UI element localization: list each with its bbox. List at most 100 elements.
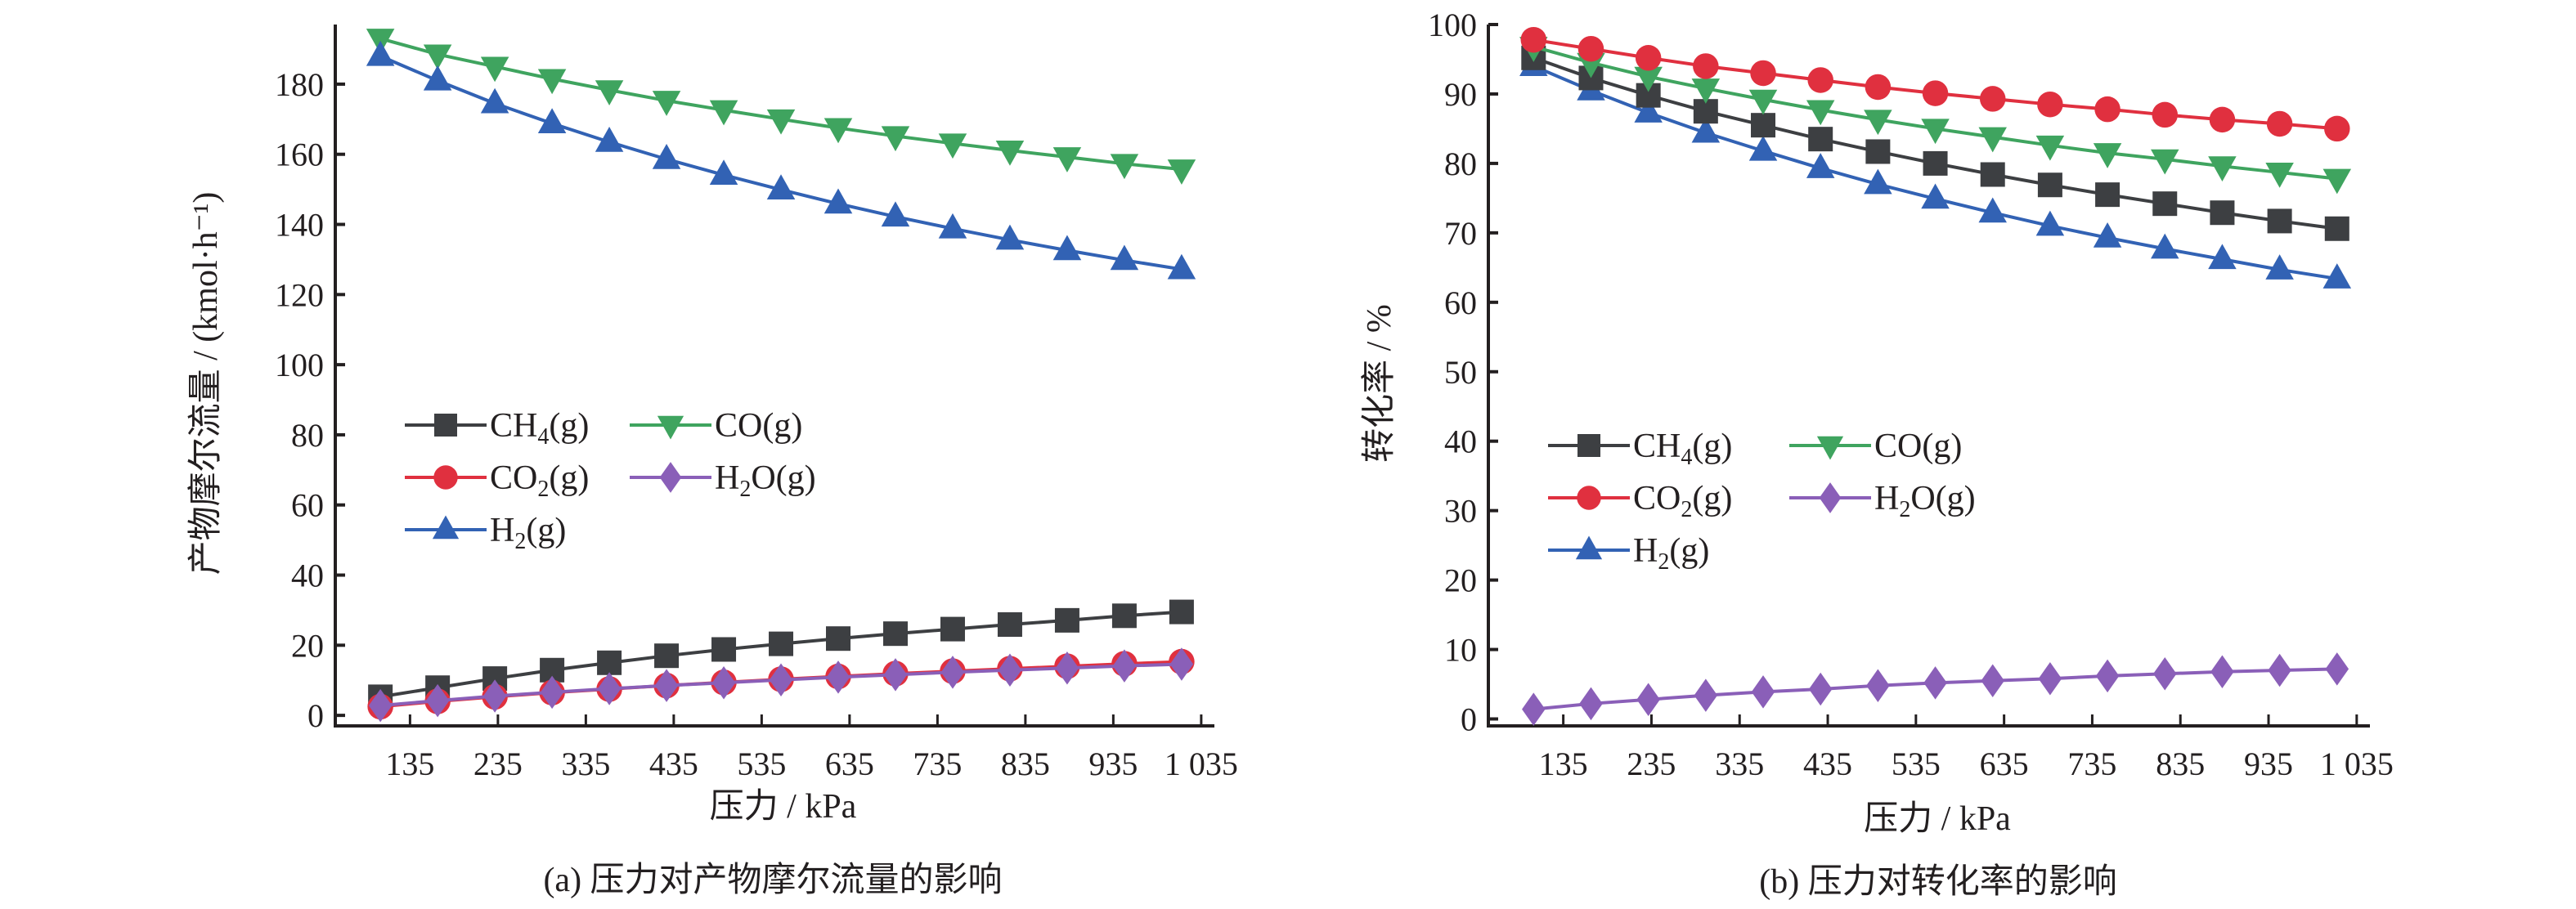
data-point — [2152, 191, 2178, 217]
data-point — [368, 688, 393, 723]
legend-item: H2(g) — [405, 512, 566, 554]
data-point — [883, 658, 908, 692]
data-point — [1978, 127, 2007, 153]
data-point — [480, 87, 509, 114]
x-tick-label: 435 — [649, 746, 698, 782]
data-point — [1111, 603, 1137, 629]
data-point — [1865, 74, 1892, 101]
data-point — [423, 65, 452, 91]
data-point — [1921, 119, 1950, 145]
y-tick-label: 100 — [1428, 7, 1477, 43]
legend-item: H2O(g) — [1789, 480, 1976, 522]
legend-label: CO2(g) — [1633, 480, 1732, 522]
series-h2og — [1522, 652, 2349, 726]
data-point — [2035, 135, 2065, 161]
data-point — [826, 660, 850, 694]
x-tick-label: 735 — [2067, 746, 2116, 782]
data-point — [2038, 661, 2062, 696]
data-point — [824, 188, 853, 214]
data-point — [998, 653, 1022, 687]
data-point — [1978, 197, 2007, 223]
y-tick-label: 60 — [1444, 284, 1477, 321]
data-point — [2037, 172, 2062, 198]
x-tick-label: 535 — [1892, 746, 1941, 782]
y-tick-label: 80 — [291, 417, 324, 454]
x-tick-label: 835 — [2156, 746, 2205, 782]
x-tick-label: 235 — [1627, 746, 1676, 782]
x-axis-title: 压力 / kPa — [710, 788, 857, 826]
x-tick-label: 835 — [1001, 746, 1050, 782]
data-point — [766, 109, 796, 135]
data-point — [2095, 182, 2120, 208]
data-point — [1052, 147, 1082, 172]
data-point — [2322, 168, 2352, 195]
data-point — [1110, 154, 1139, 180]
data-point — [997, 612, 1022, 638]
data-point — [995, 141, 1025, 166]
data-point — [540, 675, 564, 710]
y-tick-label: 40 — [291, 557, 324, 594]
data-point — [940, 616, 965, 642]
data-point — [1748, 135, 1778, 161]
x-tick-label: 535 — [737, 746, 786, 782]
data-point — [2093, 222, 2122, 248]
y-tick-label: 100 — [275, 347, 324, 383]
chart-b-conversion: 0 10 20 30 40 50 60 70 80 90 100 135 235 335 435 535 635… — [1360, 7, 2394, 901]
data-point — [480, 56, 509, 83]
data-point — [537, 69, 567, 95]
data-point — [766, 174, 796, 200]
data-point — [2093, 143, 2122, 168]
data-point — [482, 679, 507, 713]
legend-label: CO(g) — [715, 407, 802, 445]
data-point — [2210, 655, 2234, 688]
legend-item: CH4(g) — [1548, 428, 1732, 470]
data-point — [425, 683, 450, 718]
data-point — [1923, 666, 1947, 700]
x-tick-label: 235 — [473, 746, 523, 782]
data-point — [1748, 89, 1778, 115]
legend-marker-icon — [432, 515, 460, 540]
data-point — [1750, 60, 1776, 87]
x-tick-label: 635 — [825, 746, 874, 782]
data-point — [940, 656, 965, 689]
legend-item: CO(g) — [1789, 428, 1962, 465]
data-point — [1693, 53, 1719, 79]
data-point — [882, 621, 908, 647]
data-point — [652, 143, 681, 169]
data-point — [2208, 156, 2237, 182]
figure-caption: (b) 压力对转化率的影响 — [1759, 862, 2116, 901]
data-point — [1169, 647, 1194, 681]
data-point — [1052, 235, 1082, 261]
data-point — [1808, 672, 1833, 706]
legend-marker-icon — [657, 415, 684, 440]
data-point — [1169, 599, 1194, 625]
data-point — [2324, 115, 2350, 142]
data-point — [2094, 96, 2120, 123]
data-point — [709, 100, 738, 126]
data-point — [2265, 162, 2294, 188]
y-axis-title: 产物摩尔流量 / (kmol·h⁻¹) — [186, 192, 225, 575]
legend-marker-icon — [433, 465, 458, 490]
x-tick-label: 1 035 — [1165, 746, 1238, 782]
x-tick-label: 135 — [1539, 746, 1588, 782]
data-point — [1807, 67, 1833, 93]
data-point — [1864, 168, 1892, 195]
legend-item: CH4(g) — [405, 407, 589, 450]
series-ch4g — [1521, 45, 2349, 241]
data-point — [1636, 683, 1660, 716]
data-point — [1979, 86, 2006, 112]
legend-label: H2O(g) — [715, 459, 816, 502]
data-point — [1691, 78, 1721, 104]
data-point — [1980, 162, 2005, 187]
legend-marker-icon — [1816, 436, 1844, 460]
series-co2g — [1520, 26, 2350, 142]
legend-label: CO(g) — [1874, 428, 1962, 465]
legend-item: CO(g) — [630, 407, 802, 445]
data-point — [1054, 607, 1079, 633]
legend-marker-icon — [1575, 535, 1603, 560]
series-h2og — [368, 647, 1194, 723]
y-tick-label: 70 — [1444, 215, 1477, 252]
data-point — [2268, 653, 2291, 687]
legend: CH4(g) CO(g) CO2(g) H2O(g) H2(g) — [405, 407, 816, 554]
